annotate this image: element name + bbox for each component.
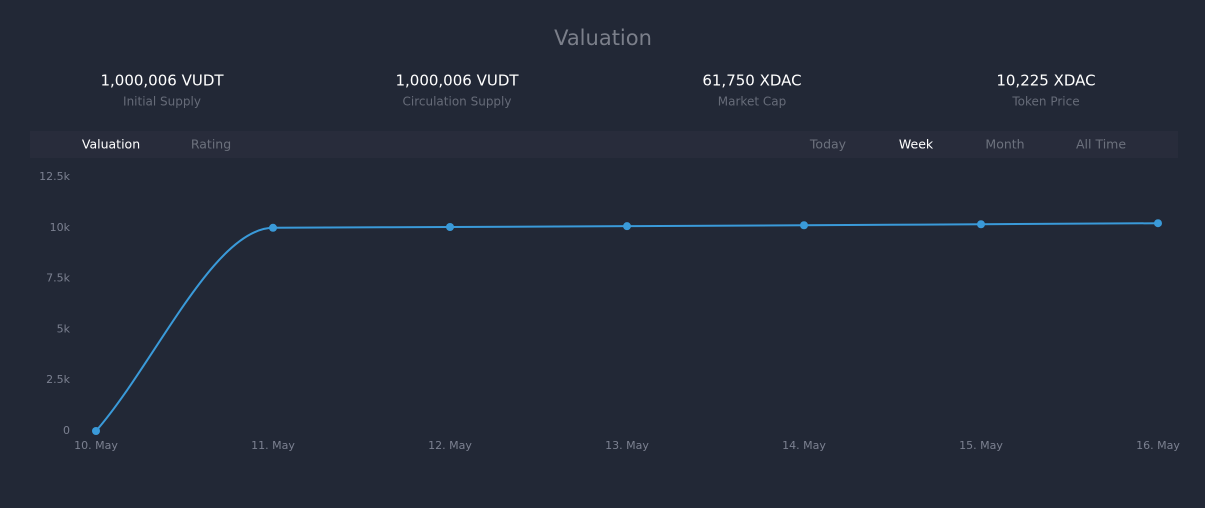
stat-label: Market Cap (718, 95, 786, 109)
data-point (977, 220, 985, 229)
data-point (92, 427, 100, 435)
data-point (800, 221, 808, 230)
range-button[interactable]: Month (985, 137, 1024, 152)
range-button[interactable]: All Time (1076, 137, 1126, 152)
data-point (623, 222, 631, 231)
stat-value: 10,225 XDAC (996, 72, 1095, 90)
toolbar (30, 131, 1178, 158)
x-tick-label: 13. May (605, 439, 649, 452)
y-tick-label: 0 (63, 424, 70, 437)
data-point (446, 222, 454, 231)
x-tick-label: 12. May (428, 439, 472, 452)
stat-value: 61,750 XDAC (702, 72, 801, 90)
data-point (269, 223, 277, 232)
y-tick-label: 2.5k (46, 373, 70, 386)
y-tick-label: 5k (57, 322, 71, 335)
stat-label: Token Price (1011, 95, 1079, 109)
range-button[interactable]: Week (899, 137, 934, 152)
tab[interactable]: Rating (191, 137, 231, 152)
x-tick-label: 16. May (1136, 439, 1180, 452)
x-tick-label: 15. May (959, 439, 1003, 452)
data-point (1154, 219, 1162, 228)
series-line (95, 222, 1159, 432)
range-button[interactable]: Today (809, 137, 847, 152)
y-tick-label: 10k (50, 221, 71, 234)
stat-value: 1,000,006 VUDT (395, 72, 519, 90)
y-tick-label: 7.5k (46, 272, 70, 285)
stat-label: Initial Supply (123, 95, 201, 109)
tab[interactable]: Valuation (82, 137, 140, 152)
stat-label: Circulation Supply (403, 95, 512, 109)
x-tick-label: 10. May (74, 439, 118, 452)
widget-title: Valuation (554, 26, 652, 50)
stat-value: 1,000,006 VUDT (100, 72, 224, 90)
x-tick-label: 11. May (251, 439, 295, 452)
y-tick-label: 12.5k (39, 170, 70, 183)
x-tick-label: 14. May (782, 439, 826, 452)
